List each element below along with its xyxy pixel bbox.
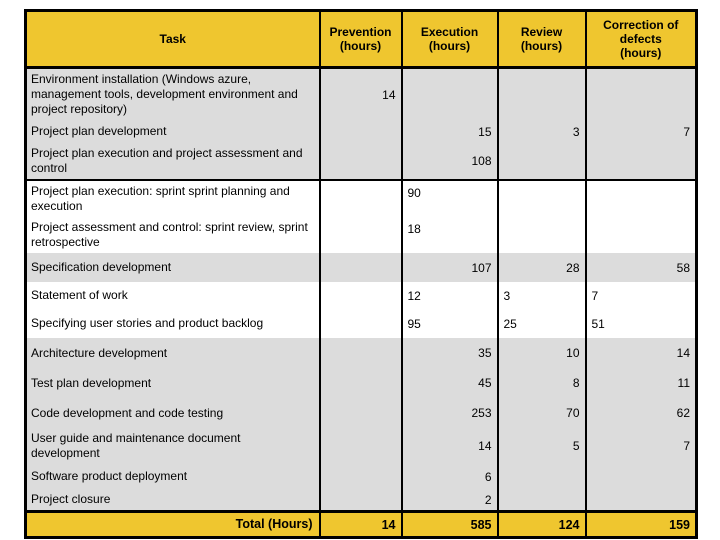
header-row: Task Prevention (hours) Execution (hours…	[24, 10, 698, 69]
prevention-cell	[318, 120, 403, 143]
correction-cell	[584, 67, 698, 120]
task-cell: Project plan development	[24, 120, 321, 143]
correction-cell: 62	[584, 398, 698, 428]
execution-cell: 95	[400, 309, 499, 338]
correction-cell: 14	[584, 338, 698, 368]
execution-cell: 18	[400, 217, 499, 253]
correction-cell: 7	[584, 428, 698, 464]
table-row: Project assessment and control: sprint r…	[24, 217, 698, 253]
review-cell: 10	[496, 338, 587, 368]
execution-cell: 2	[400, 489, 499, 512]
table-row: Specifying user stories and product back…	[24, 309, 698, 338]
review-cell	[496, 464, 587, 489]
prevention-cell	[318, 489, 403, 512]
table-row: Test plan development 45 8 11	[24, 368, 698, 398]
correction-cell	[584, 143, 698, 181]
table-row: Specification development 107 28 58	[24, 253, 698, 282]
correction-cell	[584, 217, 698, 253]
task-cell: Architecture development	[24, 338, 321, 368]
review-cell: 25	[496, 309, 587, 338]
total-label: Total (Hours)	[24, 510, 321, 538]
task-cell: Project plan execution and project asses…	[24, 143, 321, 181]
prevention-cell: 14	[318, 67, 403, 120]
task-cell: Environment installation (Windows azure,…	[24, 67, 321, 120]
table-row: User guide and maintenance document deve…	[24, 428, 698, 464]
task-cell: Specifying user stories and product back…	[24, 309, 321, 338]
execution-cell: 15	[400, 120, 499, 143]
execution-cell	[400, 67, 499, 120]
project-hours-table: Task Prevention (hours) Execution (hours…	[24, 9, 698, 539]
task-cell: Test plan development	[24, 368, 321, 398]
prevention-cell	[318, 398, 403, 428]
table-row: Software product deployment 6	[24, 464, 698, 489]
prevention-cell	[318, 180, 403, 217]
table-row: Project plan execution and project asses…	[24, 143, 698, 181]
review-cell	[496, 67, 587, 120]
review-cell: 70	[496, 398, 587, 428]
column-header-execution: Execution (hours)	[400, 10, 499, 69]
prevention-cell	[318, 464, 403, 489]
review-cell: 8	[496, 368, 587, 398]
correction-cell: 11	[584, 368, 698, 398]
prevention-cell	[318, 368, 403, 398]
prevention-cell	[318, 282, 403, 309]
task-cell: User guide and maintenance document deve…	[24, 428, 321, 464]
total-execution: 585	[400, 510, 499, 538]
review-cell: 3	[496, 282, 587, 309]
task-cell: Code development and code testing	[24, 398, 321, 428]
correction-cell	[584, 464, 698, 489]
task-cell: Software product deployment	[24, 464, 321, 489]
task-cell: Project closure	[24, 489, 321, 512]
task-cell: Project plan execution: sprint sprint pl…	[24, 180, 321, 217]
execution-cell: 35	[400, 338, 499, 368]
task-cell: Project assessment and control: sprint r…	[24, 217, 321, 253]
execution-cell: 108	[400, 143, 499, 181]
correction-cell: 58	[584, 253, 698, 282]
execution-cell: 107	[400, 253, 499, 282]
correction-cell	[584, 489, 698, 512]
execution-cell: 90	[400, 180, 499, 217]
table-row: Project plan development 15 3 7	[24, 120, 698, 143]
review-cell	[496, 143, 587, 181]
prevention-cell	[318, 428, 403, 464]
column-header-review: Review (hours)	[496, 10, 587, 69]
table-row: Architecture development 35 10 14	[24, 338, 698, 368]
task-cell: Specification development	[24, 253, 321, 282]
review-cell	[496, 180, 587, 217]
column-header-prevention: Prevention (hours)	[318, 10, 403, 69]
review-cell: 28	[496, 253, 587, 282]
project-hours-table-container: Task Prevention (hours) Execution (hours…	[24, 9, 698, 539]
total-row: Total (Hours) 14 585 124 159	[24, 510, 698, 538]
review-cell: 5	[496, 428, 587, 464]
review-cell	[496, 217, 587, 253]
total-prevention: 14	[318, 510, 403, 538]
prevention-cell	[318, 143, 403, 181]
review-cell: 3	[496, 120, 587, 143]
prevention-cell	[318, 309, 403, 338]
execution-cell: 45	[400, 368, 499, 398]
prevention-cell	[318, 338, 403, 368]
column-header-correction: Correction of defects (hours)	[584, 10, 698, 69]
correction-cell: 7	[584, 282, 698, 309]
total-review: 124	[496, 510, 587, 538]
correction-cell: 51	[584, 309, 698, 338]
prevention-cell	[318, 253, 403, 282]
table-row: Environment installation (Windows azure,…	[24, 67, 698, 120]
table-row: Project plan execution: sprint sprint pl…	[24, 180, 698, 217]
prevention-cell	[318, 217, 403, 253]
task-cell: Statement of work	[24, 282, 321, 309]
execution-cell: 12	[400, 282, 499, 309]
correction-cell: 7	[584, 120, 698, 143]
total-correction: 159	[584, 510, 698, 538]
column-header-task: Task	[24, 10, 321, 69]
table-row: Statement of work 12 3 7	[24, 282, 698, 309]
execution-cell: 14	[400, 428, 499, 464]
table-row: Project closure 2	[24, 489, 698, 512]
correction-cell	[584, 180, 698, 217]
review-cell	[496, 489, 587, 512]
execution-cell: 6	[400, 464, 499, 489]
execution-cell: 253	[400, 398, 499, 428]
table-row: Code development and code testing 253 70…	[24, 398, 698, 428]
